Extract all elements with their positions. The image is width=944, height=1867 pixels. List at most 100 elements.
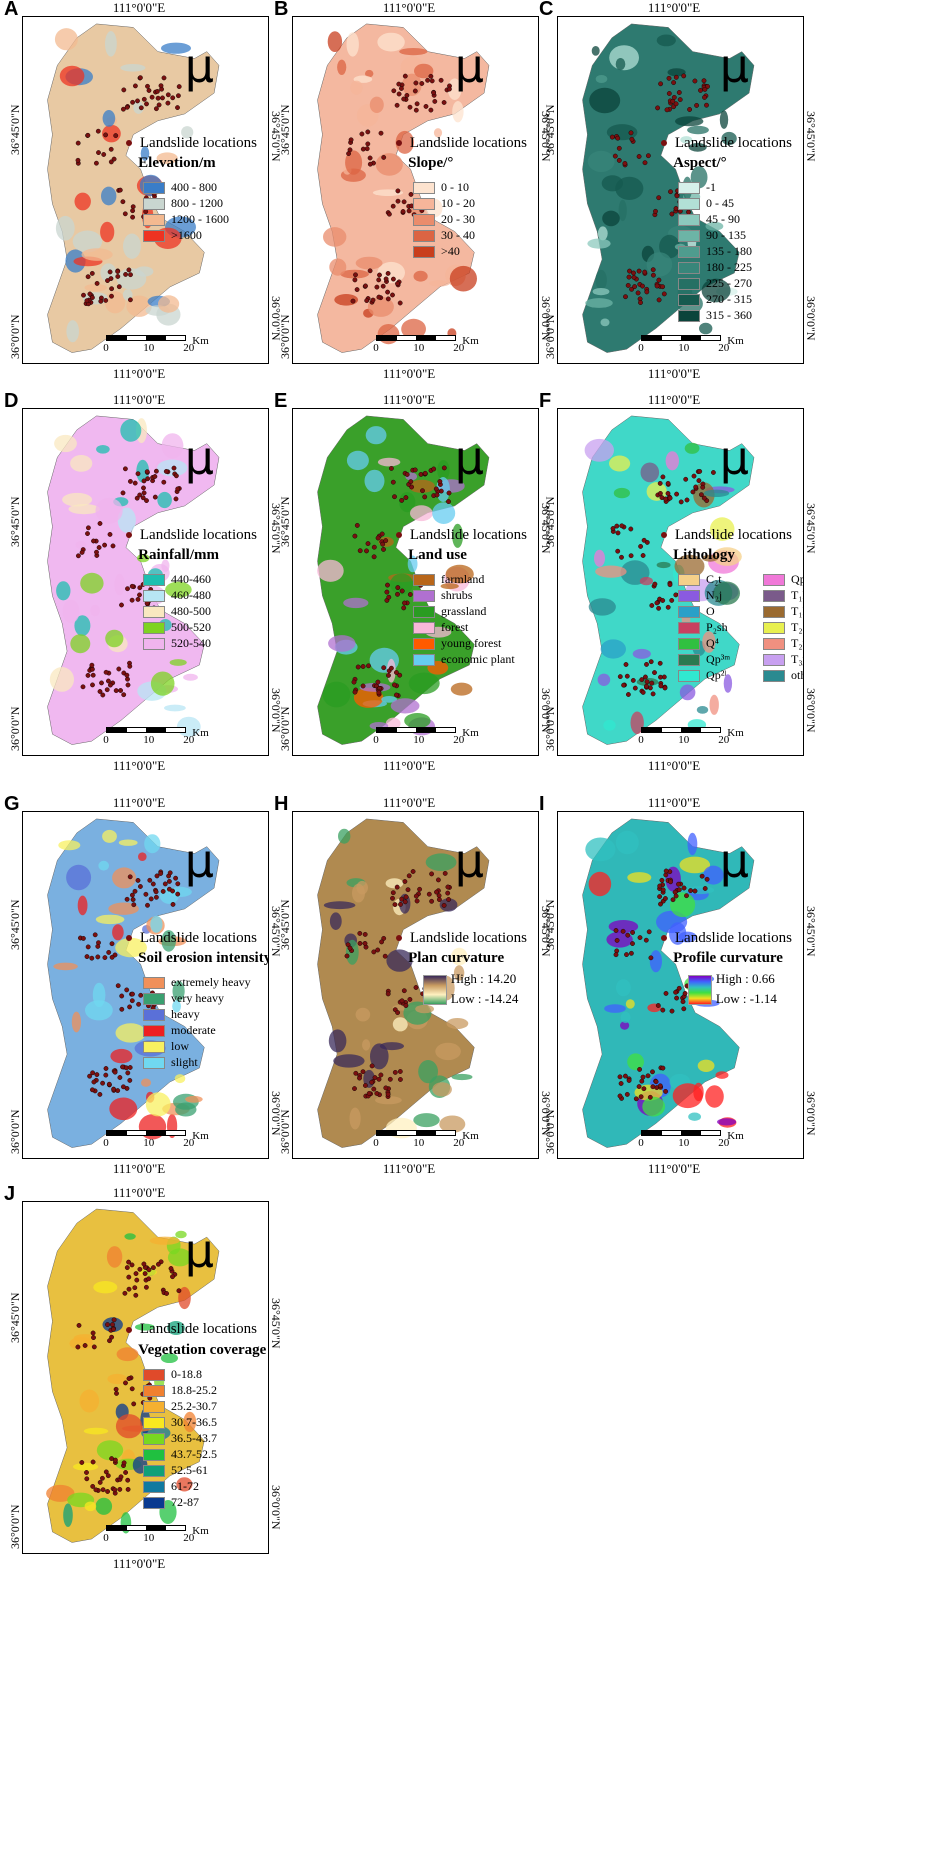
map-class-patch: [413, 270, 428, 282]
landslide-point: [436, 897, 442, 903]
landslide-point: [173, 473, 179, 479]
legend-label: shrubs: [441, 588, 473, 603]
map-class-patch: [156, 152, 178, 164]
landslide-point: [663, 868, 669, 874]
landslide-point: [642, 160, 648, 166]
landslide-point: [407, 104, 413, 110]
legend-label: >40: [441, 244, 460, 259]
landslide-point: [94, 160, 99, 166]
legend-swatch: [763, 621, 786, 634]
scale-tick-label: 0: [373, 1137, 379, 1150]
landslide-point: [371, 949, 377, 955]
landslide-dot-icon: [125, 935, 132, 942]
landslide-point: [144, 1284, 149, 1290]
map-class-patch: [108, 902, 139, 915]
landslide-point: [94, 280, 100, 286]
landslide-legend: Landslide locations: [395, 930, 527, 947]
map-class-patch: [687, 125, 709, 135]
map-class-patch: [102, 124, 121, 143]
legend-label: 400 - 800: [171, 180, 218, 195]
landslide-point: [414, 101, 420, 107]
landslide-point: [107, 269, 113, 275]
landslide-point: [364, 298, 370, 303]
map-class-patch: [328, 635, 356, 652]
map-class-patch: [165, 581, 192, 598]
landslide-point: [681, 1006, 687, 1012]
landslide-point: [621, 682, 626, 688]
landslide-point: [658, 683, 664, 689]
landslide-point: [102, 955, 108, 961]
legend-swatch: [413, 573, 436, 586]
landslide-point: [112, 1069, 118, 1075]
map-class-patch: [679, 684, 696, 701]
landslide-point: [103, 297, 109, 303]
landslide-point: [398, 1077, 403, 1082]
map-class-patch: [667, 68, 686, 77]
map-class-patch: [414, 63, 434, 79]
landslide-point: [106, 1081, 112, 1087]
map-class-patch: [337, 59, 347, 75]
map-class-patch: [70, 634, 91, 654]
landslide-dot-icon: [395, 532, 402, 539]
map-class-patch: [705, 221, 724, 231]
legend-row: 225 - 270: [678, 276, 752, 292]
legend-label: 500-520: [171, 620, 212, 635]
landslide-point: [94, 1072, 100, 1077]
landslide-point: [376, 1076, 382, 1082]
map-class-patch: [66, 320, 79, 343]
landslide-point: [660, 887, 666, 893]
legend-row: grassland: [413, 604, 515, 620]
landslide-point: [399, 498, 405, 503]
map-class-patch: [693, 482, 715, 508]
gradient-low-label: Low : -14.24: [450, 991, 519, 1007]
landslide-point: [673, 989, 679, 995]
map-class-patch: [49, 667, 74, 692]
legend-row: 72-87: [143, 1495, 217, 1511]
map-class-patch: [136, 459, 150, 483]
landslide-point: [378, 1072, 384, 1078]
map-class-patch: [404, 713, 431, 729]
landslide-point: [95, 954, 101, 960]
map-class-patch: [615, 176, 644, 200]
north-arrow-icon: μ: [454, 39, 484, 93]
map-class-patch: [104, 291, 126, 314]
map-class-patch: [717, 1118, 737, 1126]
landslide-point: [135, 878, 141, 883]
landslide-dot-icon: [125, 140, 132, 147]
landslide-legend: Landslide locations: [395, 527, 527, 544]
landslide-point: [110, 543, 116, 549]
legend-swatch: [413, 229, 436, 242]
landslide-point: [374, 1090, 380, 1096]
landslide-point: [134, 1277, 140, 1283]
scale-tick-label: 0: [103, 734, 109, 747]
legend-row: moderate: [143, 1023, 251, 1039]
landslide-point: [403, 894, 409, 900]
legend-swatch: [413, 197, 436, 210]
landslide-point: [369, 1079, 375, 1085]
map-class-patch: [433, 128, 443, 138]
gradient-ramp: [422, 974, 447, 1005]
landslide-point: [98, 298, 104, 304]
legend-label: economic plant: [441, 652, 515, 667]
legend-swatch: [143, 181, 166, 194]
landslide-point: [622, 160, 628, 166]
landslide-point: [666, 91, 672, 96]
scale-bar: 0 10 20 Km: [373, 1130, 479, 1150]
landslide-point: [121, 1084, 126, 1090]
landslide-point: [438, 77, 444, 83]
top-longitude-label: 111°0'0"E: [382, 392, 436, 407]
landslide-point: [126, 1274, 132, 1280]
map-class-patch: [627, 872, 652, 883]
panel-b: B 111°0'0"E μ Landslide locations Slope/° 0 -…: [274, 0, 565, 410]
map-class-patch: [135, 1323, 155, 1331]
map-class-patch: [390, 573, 414, 595]
landslide-point: [648, 659, 654, 665]
landslide-point: [402, 899, 408, 905]
map-class-patch: [709, 694, 719, 715]
legend-row: Qp³ᵐ: [763, 572, 803, 588]
legend-swatch: [143, 605, 166, 618]
landslide-point: [97, 1479, 103, 1485]
legend-row: 270 - 315: [678, 292, 752, 308]
landslide-point: [91, 538, 96, 544]
map-class-patch: [379, 1042, 404, 1051]
